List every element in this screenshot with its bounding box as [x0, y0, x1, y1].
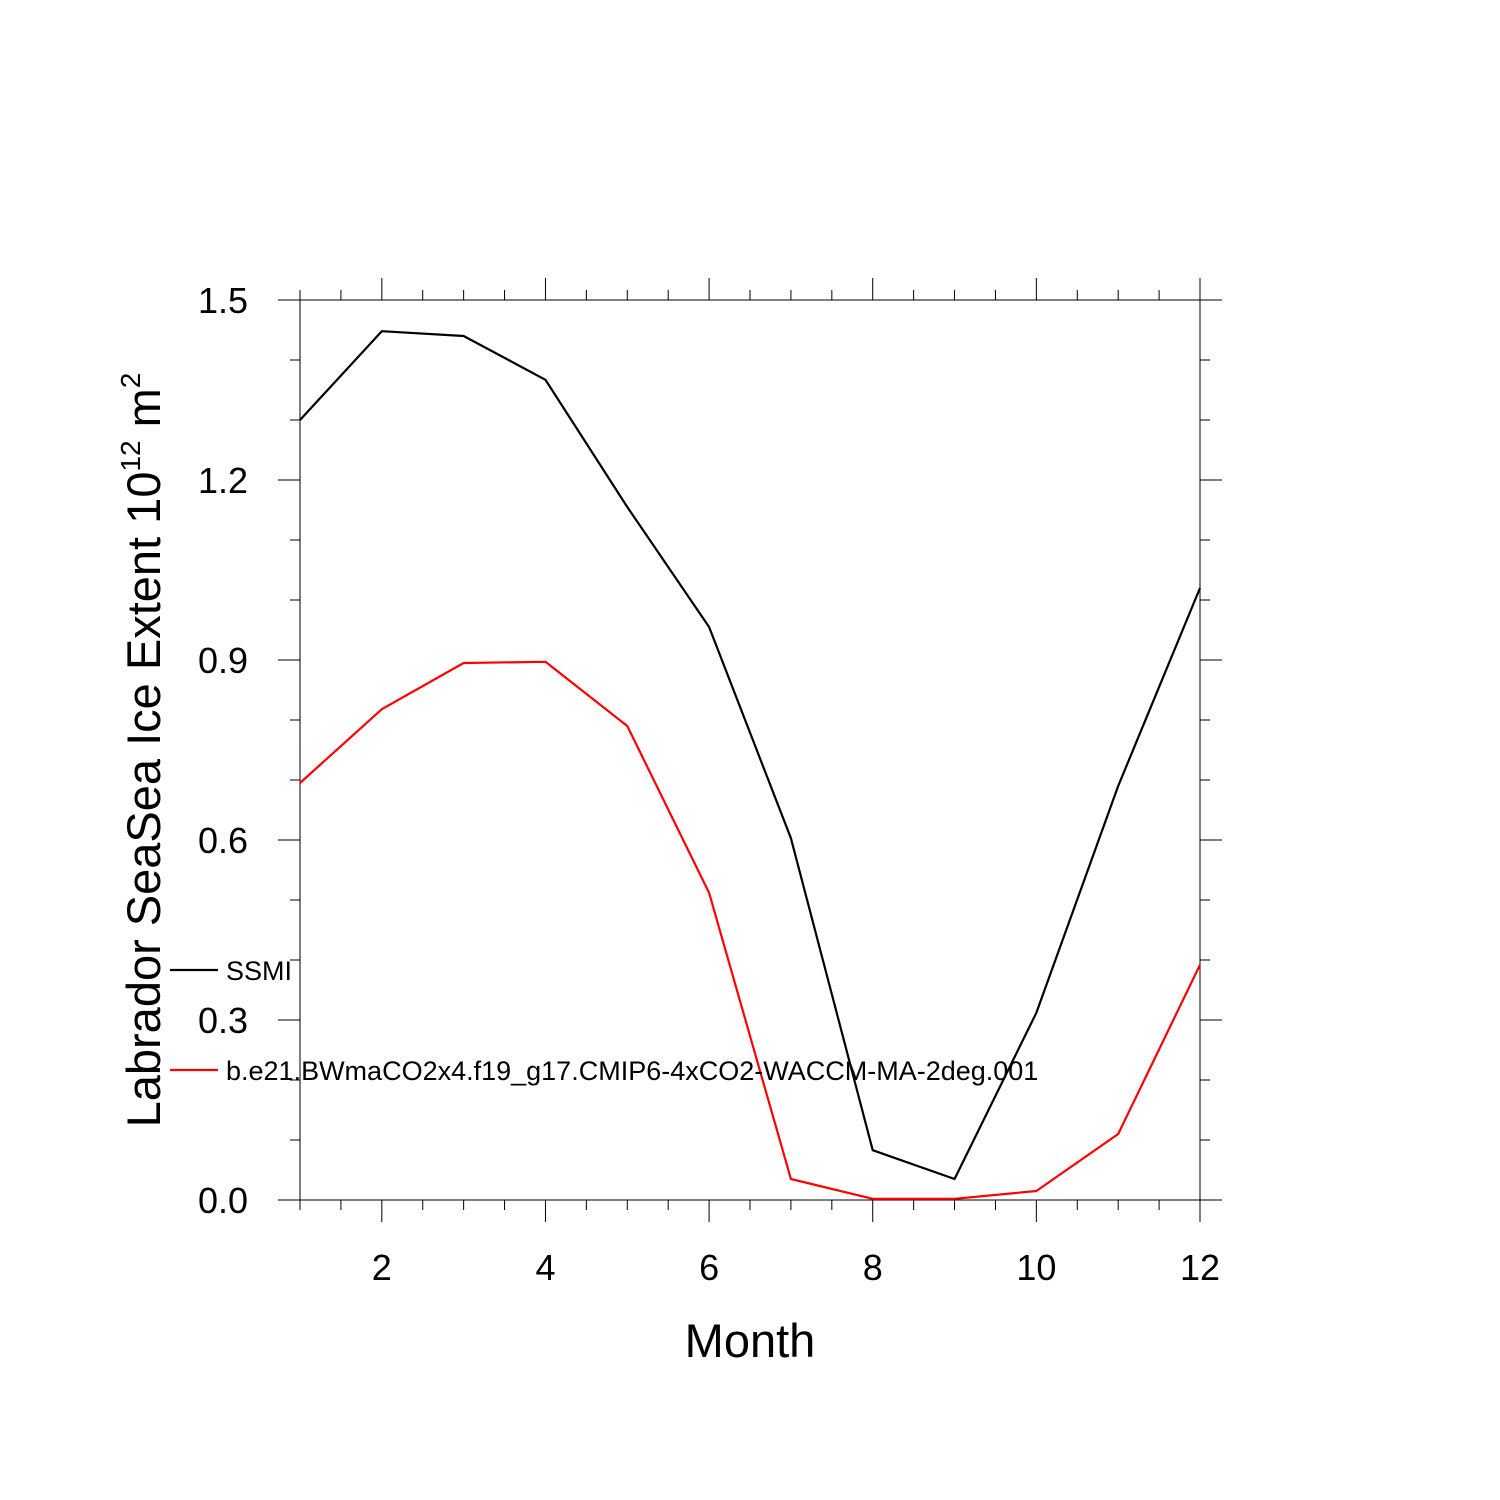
y-axis-label-unit: m — [117, 388, 170, 440]
x-tick-label: 10 — [1016, 1247, 1056, 1288]
legend-label-2: b.e21.BWmaCO2x4.f19_g17.CMIP6-4xCO2-WACC… — [226, 1056, 1038, 1086]
y-axis-label-main: Labrador SeaSea Ice Extent 10 — [117, 472, 170, 1128]
tick-labels: 2 4 6 8 10 12 0.0 0.3 0.6 0.9 1.2 1.5 — [198, 280, 1220, 1288]
y-tick-label: 0.6 — [198, 820, 248, 861]
minor-ticks — [290, 290, 1210, 1210]
x-axis-label: Month — [685, 1314, 816, 1367]
x-tick-label: 8 — [863, 1247, 883, 1288]
y-axis-label-exponent: 12 — [115, 440, 146, 471]
y-tick-label: 0.3 — [198, 1000, 248, 1041]
y-axis-label: Labrador SeaSea Ice Extent 1012 m2 — [115, 373, 170, 1128]
x-tick-label: 12 — [1180, 1247, 1220, 1288]
legend: SSMI b.e21.BWmaCO2x4.f19_g17.CMIP6-4xCO2-… — [170, 956, 1038, 1086]
major-ticks — [278, 278, 1222, 1222]
legend-label-1: SSMI — [226, 956, 292, 986]
y-tick-label: 1.5 — [198, 280, 248, 321]
series-lines — [299, 330, 1202, 1200]
y-axis-label-unit-exponent: 2 — [115, 373, 146, 389]
series-line-1 — [299, 330, 1202, 1181]
y-tick-label: 0.0 — [198, 1180, 248, 1221]
y-tick-label: 0.9 — [198, 640, 248, 681]
plot-frame — [299, 299, 1201, 1201]
y-tick-label: 1.2 — [198, 460, 248, 501]
series-line-2 — [299, 660, 1201, 1200]
x-tick-label: 4 — [535, 1247, 555, 1288]
x-tick-label: 2 — [372, 1247, 392, 1288]
x-tick-label: 6 — [699, 1247, 719, 1288]
